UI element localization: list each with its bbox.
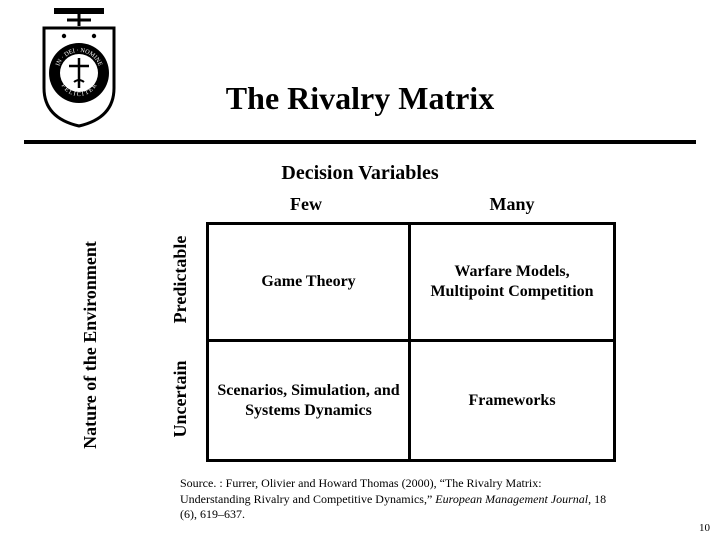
axis-label-rows: Nature of the Environment [80, 225, 101, 465]
row-header-uncertain: Uncertain [170, 344, 191, 454]
matrix-row-predictable: Game Theory Warfare Models, Multipoint C… [209, 225, 613, 342]
row-header-predictable: Predictable [170, 222, 191, 337]
page-number: 10 [699, 522, 710, 534]
cell-predictable-few: Game Theory [209, 225, 411, 339]
title-underline [24, 140, 696, 144]
column-header-many: Many [412, 194, 612, 215]
rivalry-matrix: Game Theory Warfare Models, Multipoint C… [206, 222, 616, 462]
cell-predictable-many: Warfare Models, Multipoint Competition [411, 225, 613, 339]
cell-uncertain-many: Frameworks [411, 342, 613, 459]
cell-uncertain-few: Scenarios, Simulation, and Systems Dynam… [209, 342, 411, 459]
page-title: The Rivalry Matrix [0, 80, 720, 117]
matrix-row-uncertain: Scenarios, Simulation, and Systems Dynam… [209, 342, 613, 459]
source-citation: Source. : Furrer, Olivier and Howard Tho… [180, 476, 610, 523]
source-journal: European Management Journal [435, 492, 588, 506]
axis-label-columns: Decision Variables [0, 162, 720, 185]
column-header-few: Few [206, 194, 406, 215]
